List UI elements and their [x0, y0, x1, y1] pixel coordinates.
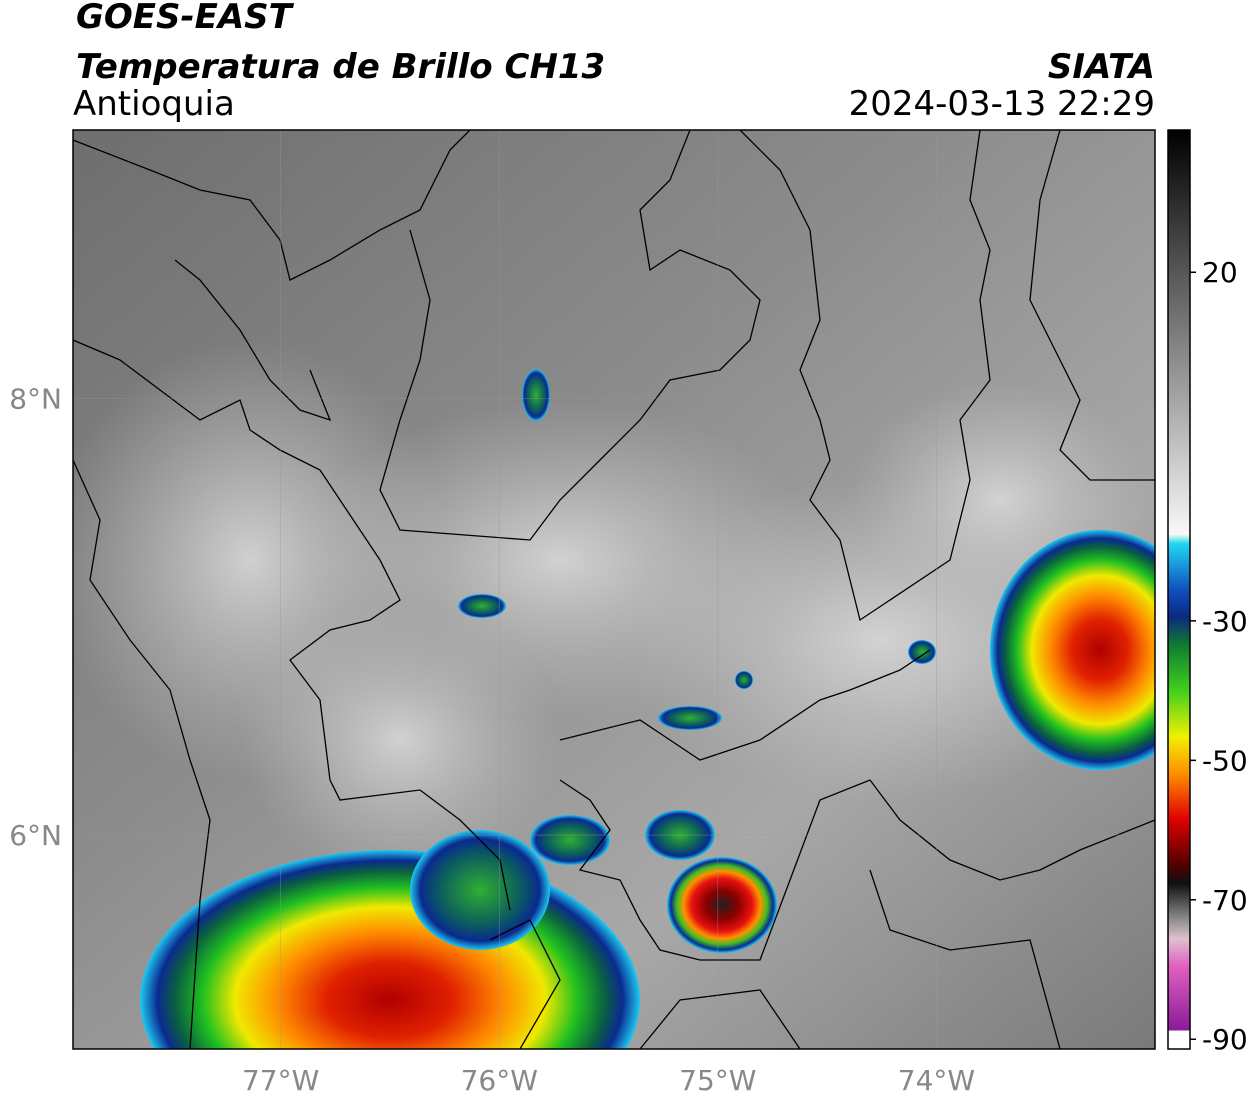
boundaries: [73, 130, 1155, 1049]
cloud: [240, 600, 560, 880]
map-imagery: [73, 130, 1155, 1049]
x-tick-label: 76°W: [461, 1064, 538, 1097]
storm-cell: [658, 706, 722, 730]
storm-cell: [530, 815, 610, 865]
storm-cell: [735, 671, 753, 689]
storm-cell: [458, 594, 506, 618]
x-tick-label: 75°W: [679, 1064, 756, 1097]
storm-cell: [908, 640, 936, 664]
colorbar-tick-label: -50: [1202, 744, 1248, 777]
y-tick-label: 6°N: [9, 819, 62, 852]
y-tick-label: 8°N: [9, 382, 62, 415]
colorbar-tick-label: -30: [1202, 605, 1248, 638]
x-tick-label: 74°W: [898, 1064, 975, 1097]
colorbar: [1167, 129, 1191, 1050]
storm-cell: [522, 369, 550, 421]
x-tick-label: 77°W: [242, 1064, 319, 1097]
source-label: SIATA: [1048, 47, 1155, 87]
storm-cell: [990, 530, 1155, 770]
product-title: Temperatura de Brillo CH13: [76, 47, 605, 87]
datetime-label: 2024-03-13 22:29: [849, 84, 1155, 124]
storm-cell: [410, 830, 550, 950]
region-label: Antioquia: [73, 84, 235, 124]
colorbar-tick-label: -90: [1202, 1023, 1248, 1056]
map-frame: [72, 129, 1156, 1050]
colorbar-tick-label: -70: [1202, 884, 1248, 917]
storm-cell: [667, 857, 777, 953]
gridlines: [73, 130, 1155, 1049]
colorbar-tick-label: 20: [1202, 256, 1238, 289]
satellite-title: GOES-EAST: [76, 0, 295, 37]
